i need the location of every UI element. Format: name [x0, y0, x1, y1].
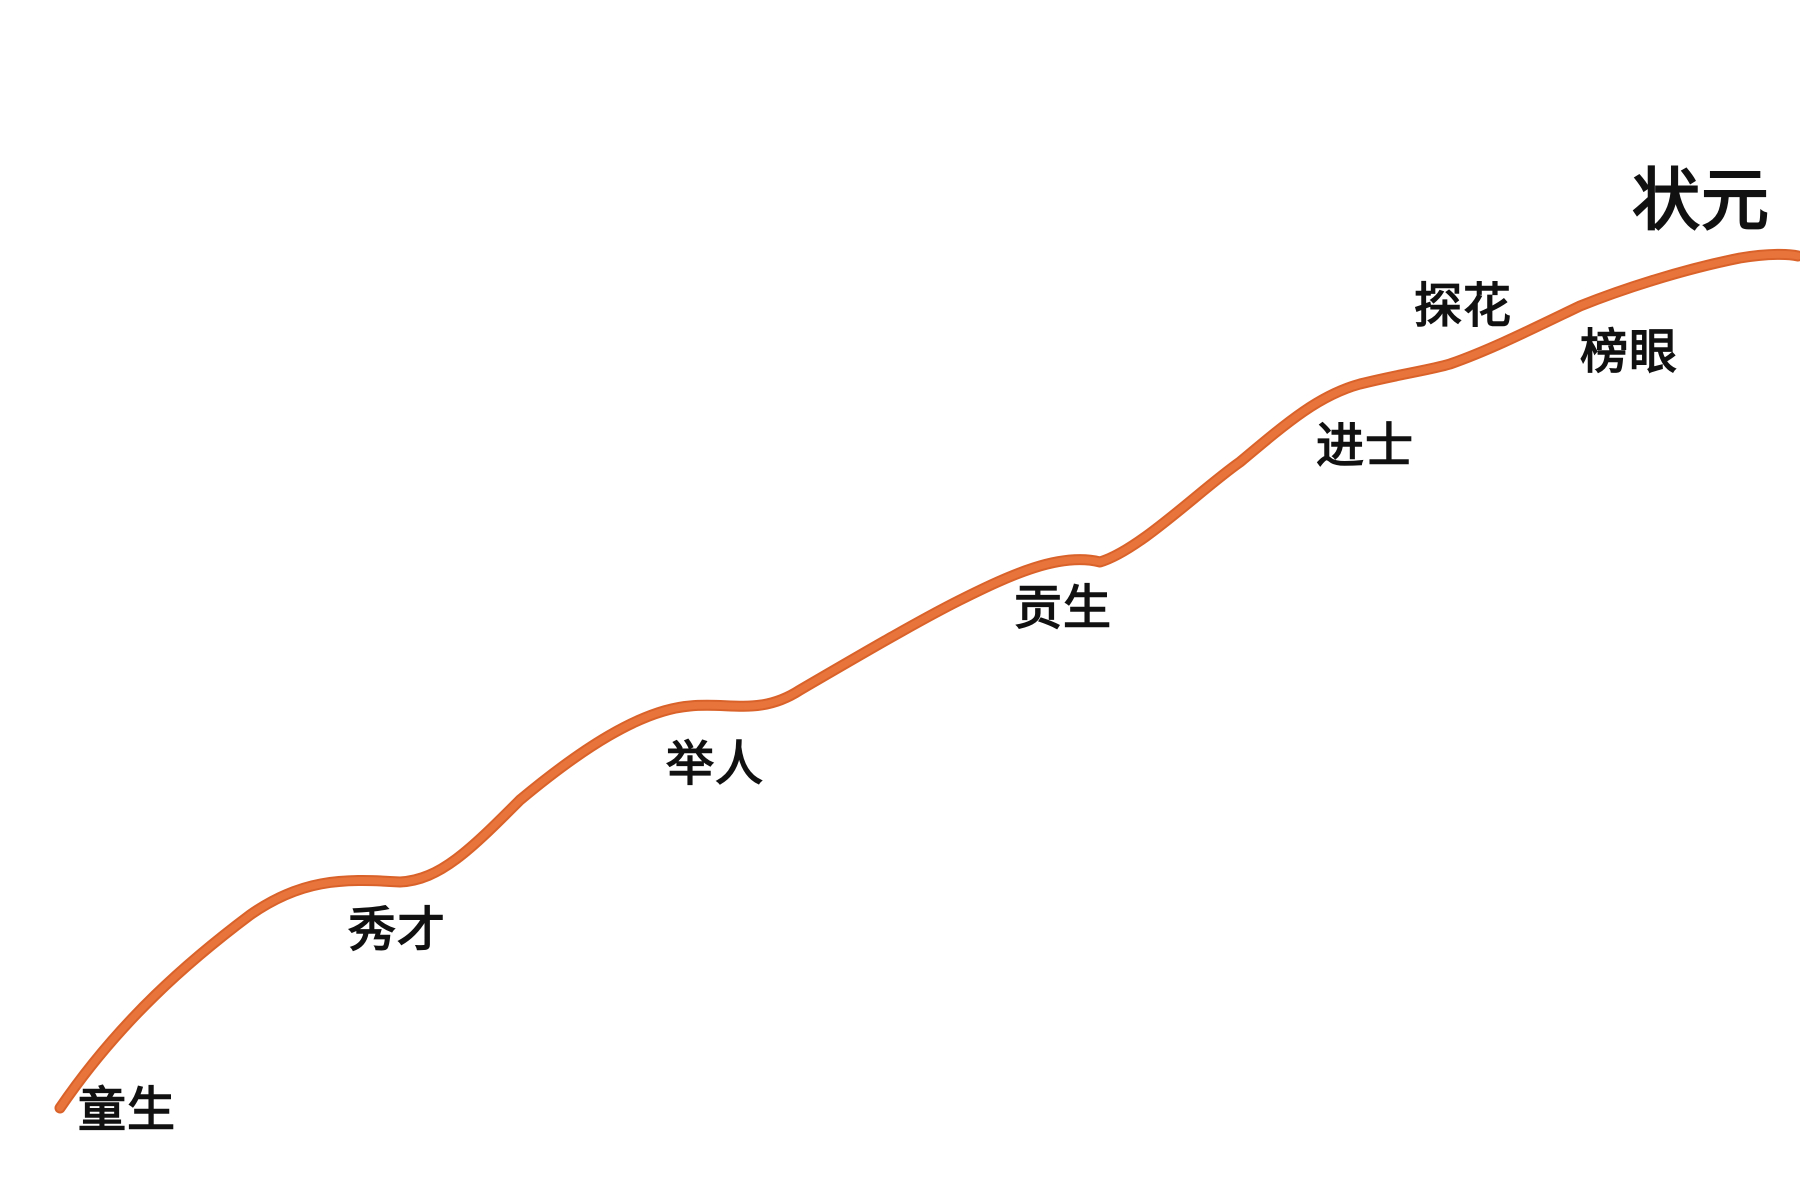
rank-label-bangyan: 榜眼	[1580, 324, 1679, 380]
rank-label-tanhua: 探花	[1414, 278, 1513, 334]
rank-label-zhuangyuan: 状元	[1632, 162, 1771, 241]
rank-curve-edge	[54, 248, 1800, 1114]
rank-label-jinshi: 进士	[1316, 418, 1415, 474]
rank-label-gongsheng: 贡生	[1014, 580, 1113, 636]
rank-curve-line	[56, 250, 1800, 1112]
rank-label-tongsheng: 童生	[78, 1082, 177, 1138]
rank-label-juren: 举人	[666, 736, 765, 792]
rank-label-xiucai: 秀才	[348, 902, 447, 958]
